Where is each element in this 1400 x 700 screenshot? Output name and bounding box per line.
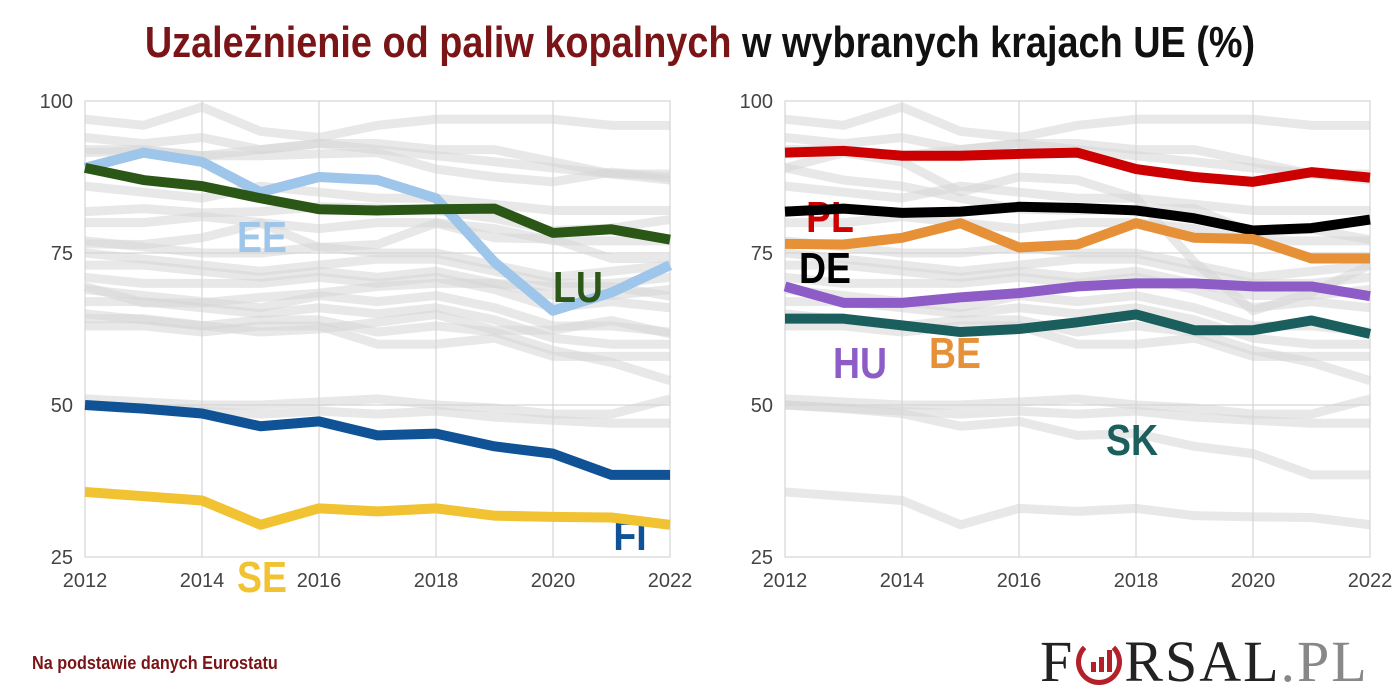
series-line-se xyxy=(84,486,671,530)
x-tick-label: 2016 xyxy=(297,570,342,592)
background-series-line xyxy=(84,394,672,419)
x-tick-label: 2014 xyxy=(180,570,225,592)
background-series-line xyxy=(84,102,670,142)
series-line-lu xyxy=(83,162,671,245)
x-tick-label: 2020 xyxy=(1231,570,1276,592)
series-line-de xyxy=(784,201,1371,236)
series-label-se: SE xyxy=(237,552,287,602)
y-tick-label: 50 xyxy=(51,395,73,417)
y-tick-label: 100 xyxy=(740,91,773,113)
series-line-fi xyxy=(84,400,670,480)
background-series-line xyxy=(784,400,1370,480)
x-tick-label: 2020 xyxy=(531,570,576,592)
background-series-line xyxy=(85,309,672,339)
x-tick-label: 2018 xyxy=(1114,570,1159,592)
source-note: Na podstawie danych Eurostatu xyxy=(32,653,278,673)
background-series-line xyxy=(784,181,1370,215)
x-tick-label: 2016 xyxy=(997,570,1042,592)
series-line-hu xyxy=(783,278,1371,308)
y-tick-label: 75 xyxy=(751,243,773,265)
background-series-line xyxy=(785,260,1371,301)
series-line-be xyxy=(784,218,1370,264)
series-label-pl: PL xyxy=(806,192,854,242)
background-series-line xyxy=(83,278,671,308)
y-tick-label: 25 xyxy=(751,547,773,569)
background-series-line xyxy=(785,321,1370,361)
series-line-ee xyxy=(83,147,673,316)
background-series-line xyxy=(85,321,670,361)
title-highlight: Uzależnienie od paliw kopalnych xyxy=(144,18,732,67)
forsal-logo: F RSAL.PL xyxy=(1040,629,1369,694)
background-series-line xyxy=(784,102,1370,142)
x-tick-label: 2012 xyxy=(763,570,808,592)
y-tick-label: 100 xyxy=(40,91,73,113)
logo-chart-icon xyxy=(1076,639,1123,685)
background-series-line xyxy=(784,487,1371,530)
y-tick-label: 25 xyxy=(51,547,73,569)
x-tick-label: 2022 xyxy=(648,570,693,592)
background-series-line xyxy=(85,260,671,301)
series-label-hu: HU xyxy=(833,338,887,388)
background-series-line xyxy=(784,394,1372,419)
background-series-line xyxy=(84,181,670,215)
background-series-line xyxy=(784,236,1371,282)
x-tick-label: 2014 xyxy=(880,570,925,592)
series-label-sk: SK xyxy=(1106,415,1158,465)
series-label-lu: LU xyxy=(553,262,603,312)
chart-title: Uzależnienie od paliw kopalnych w wybran… xyxy=(98,18,1302,68)
y-tick-label: 50 xyxy=(751,395,773,417)
background-series-line xyxy=(84,218,670,263)
series-label-de: DE xyxy=(799,243,851,293)
series-line-sk xyxy=(785,309,1372,339)
series-line-pl xyxy=(784,145,1371,187)
x-tick-label: 2022 xyxy=(1348,570,1393,592)
series-label-ee: EE xyxy=(237,212,287,262)
x-tick-label: 2018 xyxy=(414,570,459,592)
background-series-line xyxy=(84,236,671,282)
x-tick-label: 2012 xyxy=(63,570,108,592)
y-tick-label: 75 xyxy=(51,243,73,265)
title-rest: w wybranych krajach UE (%) xyxy=(731,18,1256,67)
